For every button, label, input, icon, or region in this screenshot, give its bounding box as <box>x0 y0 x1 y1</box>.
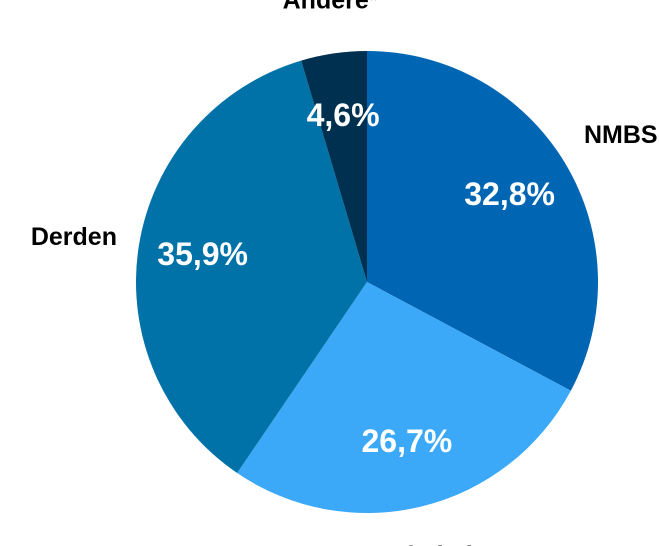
pie-slice <box>367 51 598 391</box>
pie-slice <box>301 51 367 282</box>
value-label: 35,9% <box>157 236 248 272</box>
category-label: Andere* <box>283 0 379 15</box>
pie-slice <box>237 282 571 513</box>
value-label: 26,7% <box>361 423 452 459</box>
pie-slice <box>136 60 367 474</box>
value-label: 32,8% <box>464 176 555 212</box>
category-label: Derden <box>31 223 117 251</box>
value-label: 4,6% <box>307 97 380 133</box>
category-label: NMBS <box>584 121 658 149</box>
category-label: Infrabel <box>382 541 472 546</box>
